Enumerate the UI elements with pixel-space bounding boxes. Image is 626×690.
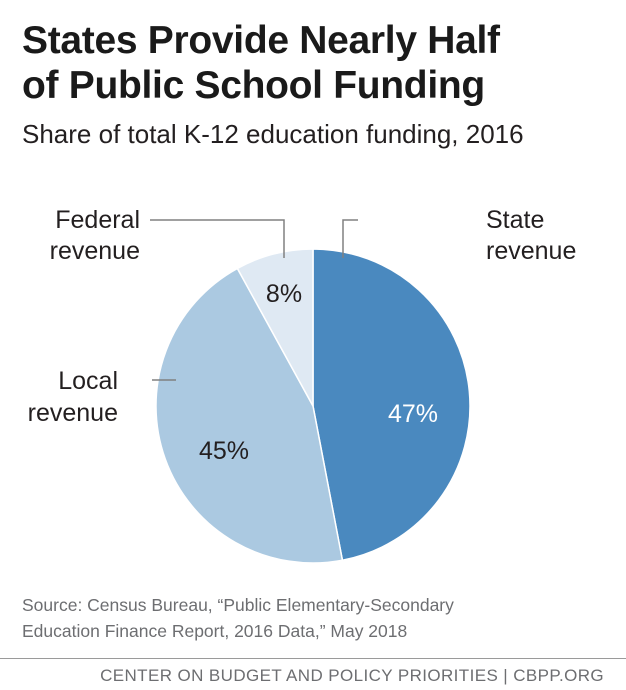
local-value-label: 45%	[199, 437, 249, 465]
chart-title: States Provide Nearly Half of Public Sch…	[22, 18, 612, 108]
pie-slices	[155, 248, 471, 564]
source-line-2: Education Finance Report, 2016 Data,” Ma…	[22, 621, 408, 641]
state-category-label-line-2: revenue	[486, 237, 576, 265]
state-category-label-line-1: State	[486, 206, 544, 234]
local-category-label-line-2: revenue	[28, 399, 118, 427]
state-leader-line	[342, 219, 358, 258]
state-slice	[312, 248, 471, 562]
source-line-1: Source: Census Bureau, “Public Elementar…	[22, 595, 454, 615]
state-value-label: 47%	[388, 400, 438, 428]
leader-lines	[150, 219, 358, 381]
chart-subtitle: Share of total K-12 education funding, 2…	[22, 119, 524, 149]
footer-divider	[0, 658, 626, 659]
federal-value-label: 8%	[266, 280, 302, 308]
federal-category-label-line-2: revenue	[50, 237, 140, 265]
federal-category-label-line-1: Federal	[55, 206, 140, 234]
local-slice	[155, 267, 344, 564]
federal-leader-line	[150, 219, 285, 258]
chart-title-line-2: of Public School Funding	[22, 64, 485, 107]
source-note: Source: Census Bureau, “Public Elementar…	[22, 592, 612, 644]
chart-title-line-1: States Provide Nearly Half	[22, 19, 500, 62]
footer-credit: CENTER ON BUDGET AND POLICY PRIORITIES |…	[100, 666, 604, 685]
local-category-label-line-1: Local	[58, 367, 118, 395]
federal-slice	[236, 248, 314, 407]
